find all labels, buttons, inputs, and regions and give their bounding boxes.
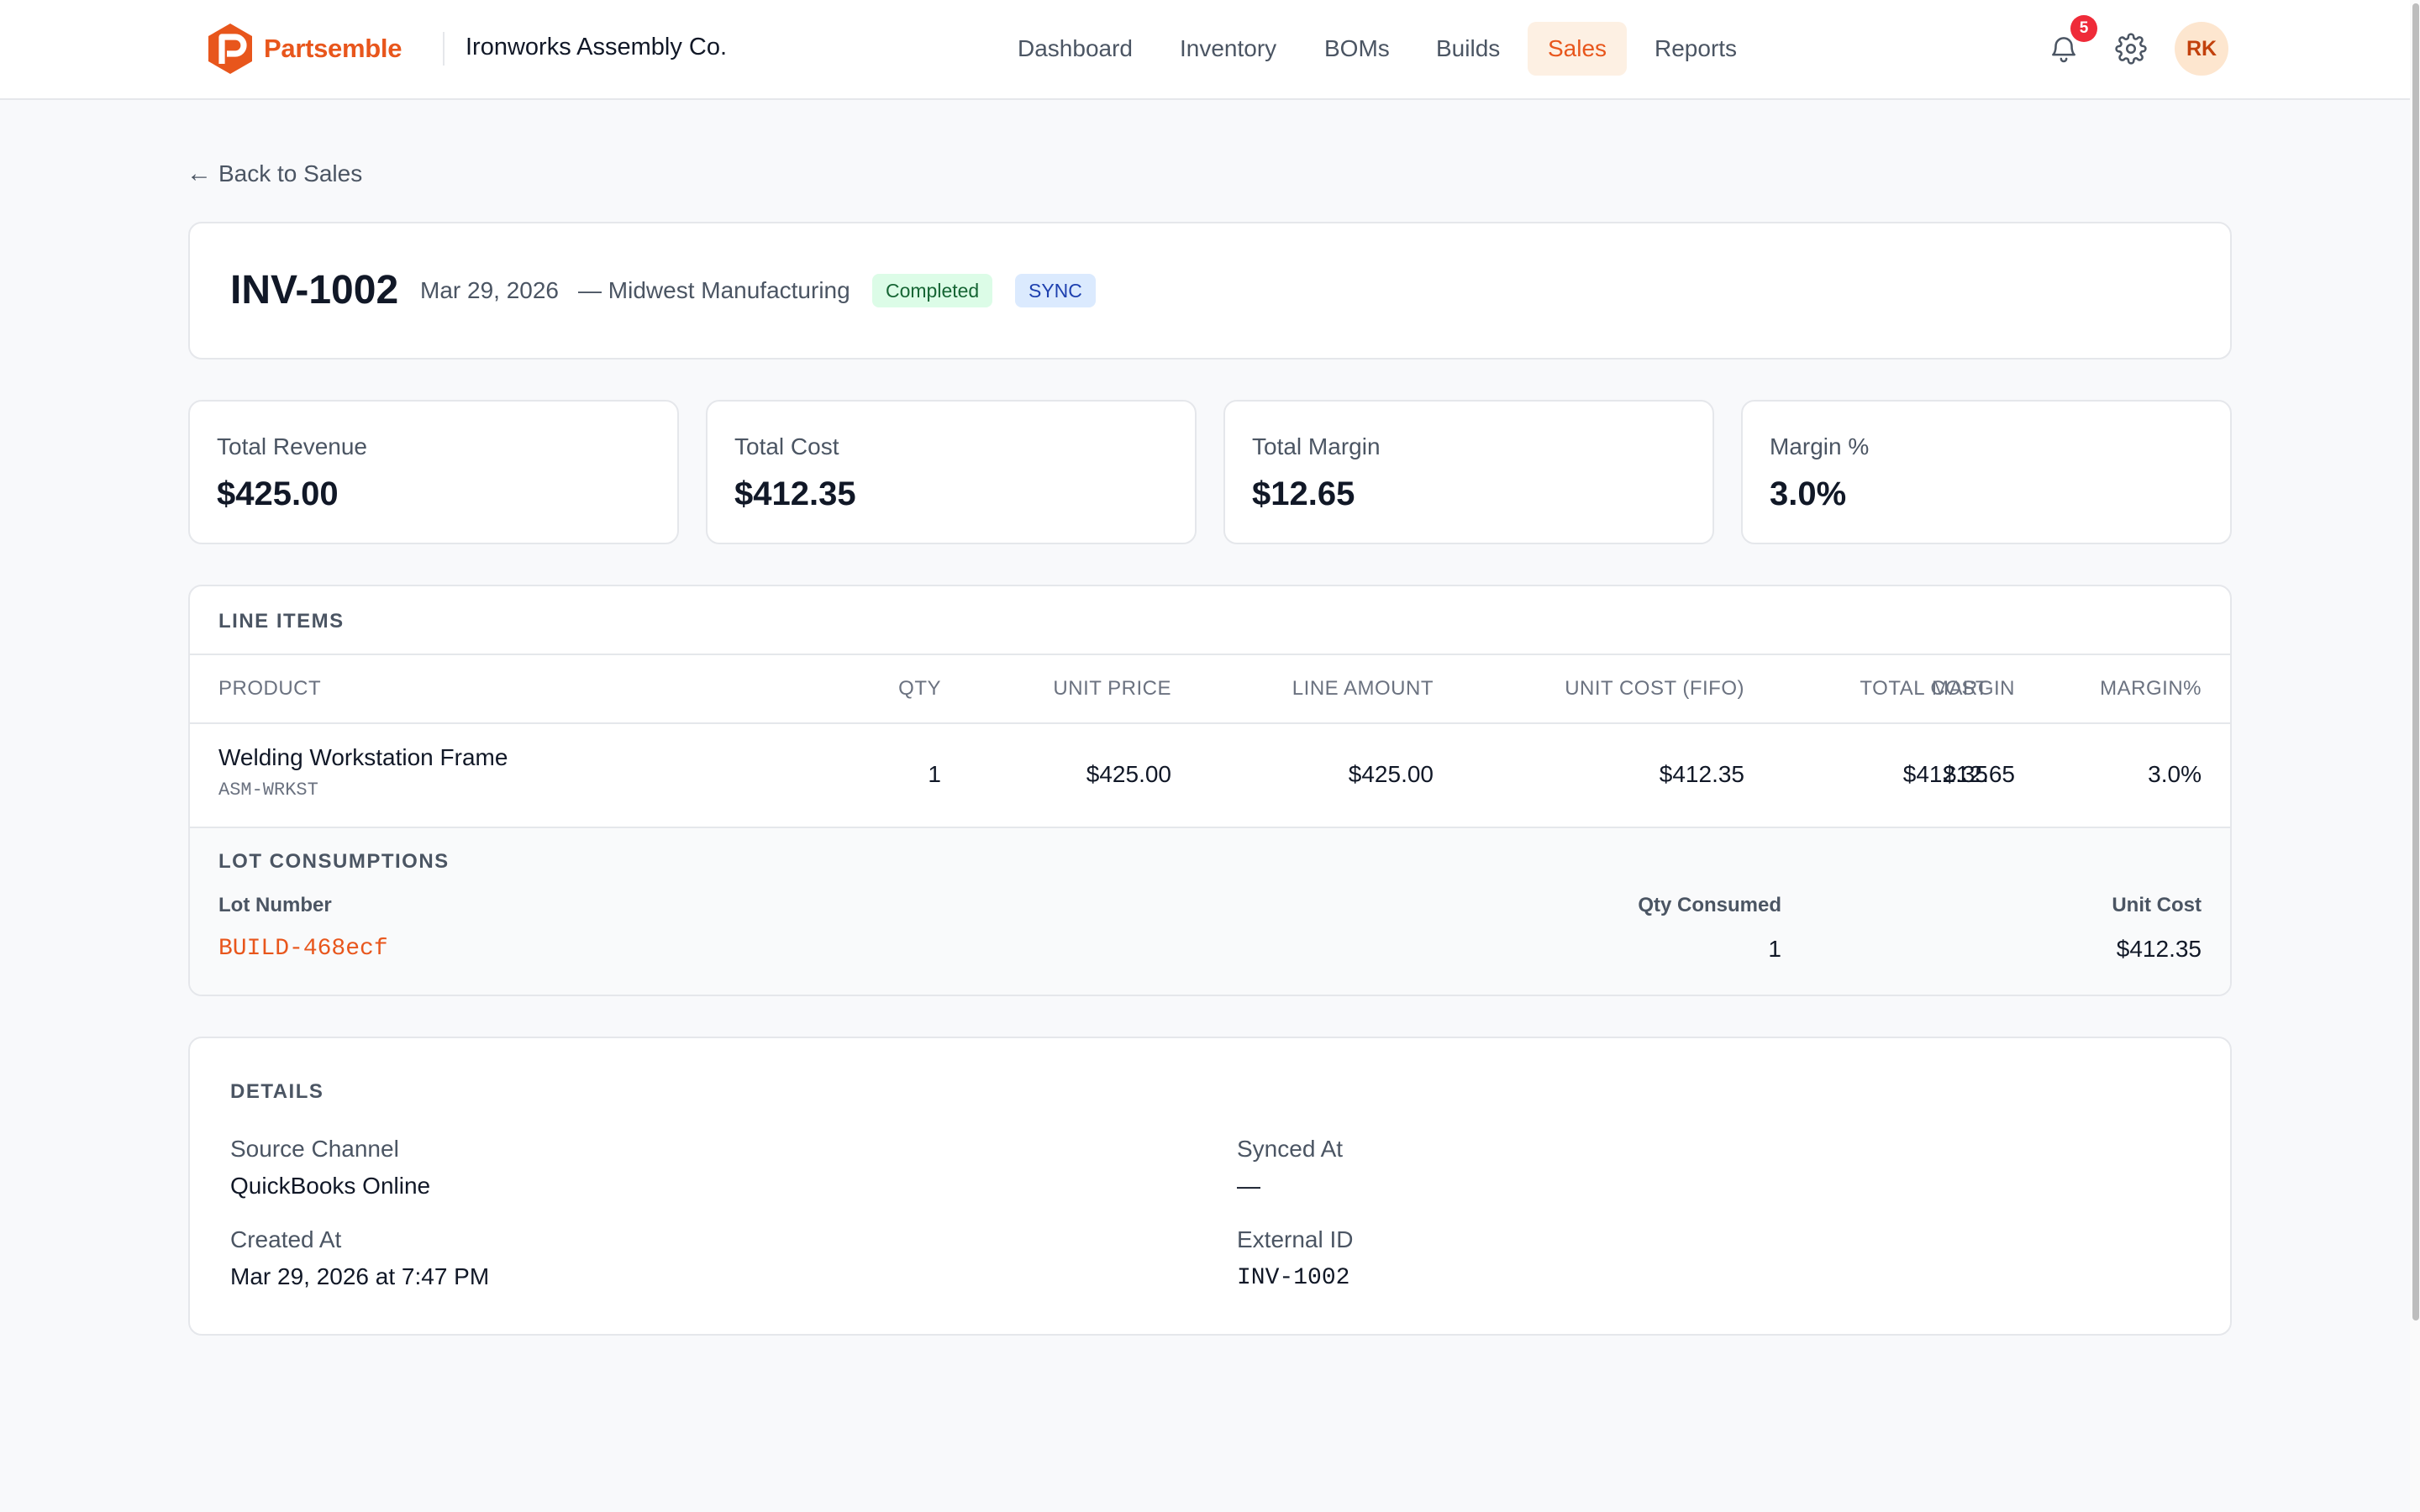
stat-value: $412.35 (734, 475, 856, 512)
gear-icon (2115, 33, 2147, 65)
cell-line-amount: $425.00 (1348, 761, 1434, 787)
lot-consumptions-panel (190, 828, 2230, 995)
source-channel-value: QuickBooks Online (230, 1173, 431, 1199)
created-at-value: Mar 29, 2026 at 7:47 PM (230, 1263, 490, 1289)
lot-column-header-qty-consumed: Qty Consumed (1638, 894, 1781, 916)
cell-margin-percent: 3.0% (2148, 761, 2202, 787)
nav-item-boms[interactable]: BOMs (1324, 35, 1390, 61)
column-header-unit-cost: UNIT COST (FIFO) (1565, 677, 1744, 700)
line-items-title: LINE ITEMS (218, 610, 345, 633)
stat-label: Margin % (1770, 433, 1870, 459)
stat-card-total-margin: Total Margin $12.65 (1223, 400, 1714, 544)
nav-item-inventory[interactable]: Inventory (1180, 35, 1277, 61)
stat-label: Total Margin (1252, 433, 1381, 459)
brand-divider (443, 32, 445, 66)
back-to-sales-link[interactable]: ← Back to Sales (187, 160, 362, 188)
details-title: DETAILS (230, 1080, 324, 1103)
synced-at-label: Synced At (1237, 1136, 1344, 1162)
lot-consumptions-title: LOT CONSUMPTIONS (218, 850, 450, 873)
organization-name: Ironworks Assembly Co. (466, 34, 728, 60)
column-header-line-amount: LINE AMOUNT (1292, 677, 1434, 700)
partsemble-logo-icon (208, 24, 252, 74)
stat-label: Total Revenue (217, 433, 368, 459)
brand-logo[interactable]: Partsemble (207, 22, 402, 76)
product-sku: ASM-WRKST (218, 780, 318, 801)
divider (190, 654, 2230, 655)
divider (190, 827, 2230, 828)
invoice-header-card: INV-1002 Mar 29, 2026 — Midwest Manufact… (188, 222, 2232, 360)
line-items-card: LINE ITEMS PRODUCT QTY UNIT PRICE LINE A… (188, 585, 2232, 996)
nav-item-builds[interactable]: Builds (1436, 35, 1501, 61)
brand-name: Partsemble (264, 34, 402, 63)
lot-number-link[interactable]: BUILD-468ecf (218, 936, 388, 962)
status-badge: Completed (872, 274, 993, 307)
invoice-id: INV-1002 (230, 268, 399, 312)
cell-qty: 1 (928, 761, 941, 787)
column-header-qty: QTY (898, 677, 941, 700)
external-id-label: External ID (1237, 1226, 1354, 1252)
notifications-button[interactable] (2040, 25, 2087, 72)
back-link-label: Back to Sales (218, 160, 363, 186)
column-header-margin-percent: MARGIN% (2100, 677, 2202, 700)
lot-unit-cost: $412.35 (2116, 936, 2202, 962)
stat-label: Total Cost (734, 433, 839, 459)
page-scrollbar-thumb[interactable] (2412, 3, 2419, 1320)
cell-unit-price: $425.00 (1086, 761, 1171, 787)
nav-item-dashboard[interactable]: Dashboard (1018, 35, 1133, 61)
nav-item-sales[interactable]: Sales (1528, 22, 1628, 76)
top-navbar: Partsemble Ironworks Assembly Co. Dashbo… (0, 0, 2417, 100)
notification-count-badge: 5 (2070, 15, 2097, 42)
cell-unit-cost: $412.35 (1659, 761, 1744, 787)
sync-badge: SYNC (1015, 274, 1096, 307)
lot-column-header-unit-cost: Unit Cost (2112, 894, 2202, 916)
created-at-label: Created At (230, 1226, 342, 1252)
nav-item-reports[interactable]: Reports (1655, 35, 1738, 61)
details-card: DETAILS Source Channel QuickBooks Online… (188, 1037, 2232, 1336)
stat-value: $12.65 (1252, 475, 1355, 512)
stat-value: $425.00 (217, 475, 339, 512)
external-id-value: INV-1002 (1237, 1265, 1350, 1291)
product-name: Welding Workstation Frame (218, 744, 508, 770)
invoice-customer: — Midwest Manufacturing (578, 277, 850, 303)
source-channel-label: Source Channel (230, 1136, 399, 1162)
cell-total-cost: $412.35 (1902, 761, 1988, 787)
bell-icon (2052, 37, 2075, 63)
stat-value: 3.0% (1770, 475, 1847, 512)
stat-card-margin-percent: Margin % 3.0% (1741, 400, 2232, 544)
cell-margin: $12.65 (1943, 761, 2015, 787)
lot-qty-consumed: 1 (1768, 936, 1781, 962)
column-header-total-cost: TOTAL COST (1860, 677, 1988, 700)
arrow-left-icon: ← (187, 160, 212, 187)
user-avatar[interactable]: RK (2175, 22, 2228, 76)
settings-button[interactable] (2107, 25, 2154, 72)
stat-card-total-revenue: Total Revenue $425.00 (188, 400, 679, 544)
column-header-product: PRODUCT (218, 677, 322, 700)
invoice-date: Mar 29, 2026 (420, 277, 559, 303)
lot-column-header-lot-number: Lot Number (218, 894, 332, 916)
column-header-unit-price: UNIT PRICE (1053, 677, 1171, 700)
stat-card-total-cost: Total Cost $412.35 (706, 400, 1197, 544)
divider (190, 722, 2230, 724)
column-header-margin: MARGIN (1932, 677, 2015, 700)
synced-at-value: — (1237, 1173, 1260, 1199)
